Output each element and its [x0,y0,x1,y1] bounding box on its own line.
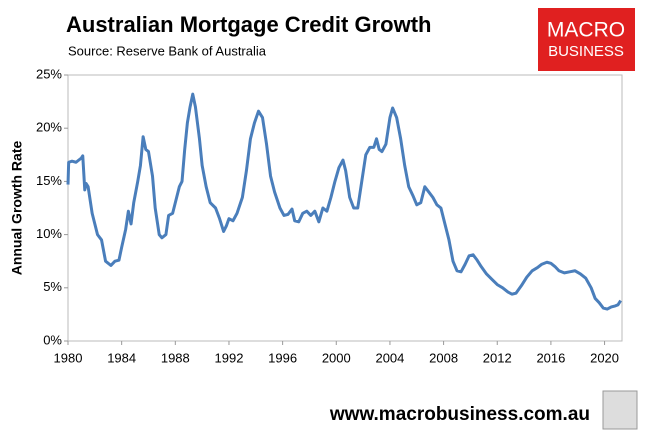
y-tick-label: 15% [36,173,62,188]
x-tick-label: 2004 [375,350,404,365]
y-tick-label: 10% [36,226,62,241]
y-tick-label: 5% [43,279,62,294]
y-tick-label: 20% [36,120,62,135]
chart-title: Australian Mortgage Credit Growth [66,12,431,37]
footer: www.macrobusiness.com.au [329,404,590,425]
y-axis-label: Annual Growth Rate [9,141,25,276]
x-tick-label: 1988 [161,350,190,365]
x-tick-label: 1984 [107,350,136,365]
x-tick-label: 1980 [54,350,83,365]
logo-box [538,8,635,71]
x-tick-label: 2012 [483,350,512,365]
x-tick-label: 1996 [268,350,297,365]
x-tick-label: 2016 [536,350,565,365]
x-tick-label: 1992 [215,350,244,365]
x-tick-label: 2000 [322,350,351,365]
logo-text: BUSINESS [548,43,624,60]
logo-icon [602,390,638,430]
x-tick-label: 2008 [429,350,458,365]
chart-subtitle: Source: Reserve Bank of Australia [68,43,267,58]
line-series [66,92,622,311]
logo-text: MACRO [547,19,625,42]
y-tick-label: 25% [36,66,62,81]
y-tick-label: 0% [43,332,62,347]
plot-frame [67,74,623,342]
x-tick-label: 2020 [590,350,619,365]
